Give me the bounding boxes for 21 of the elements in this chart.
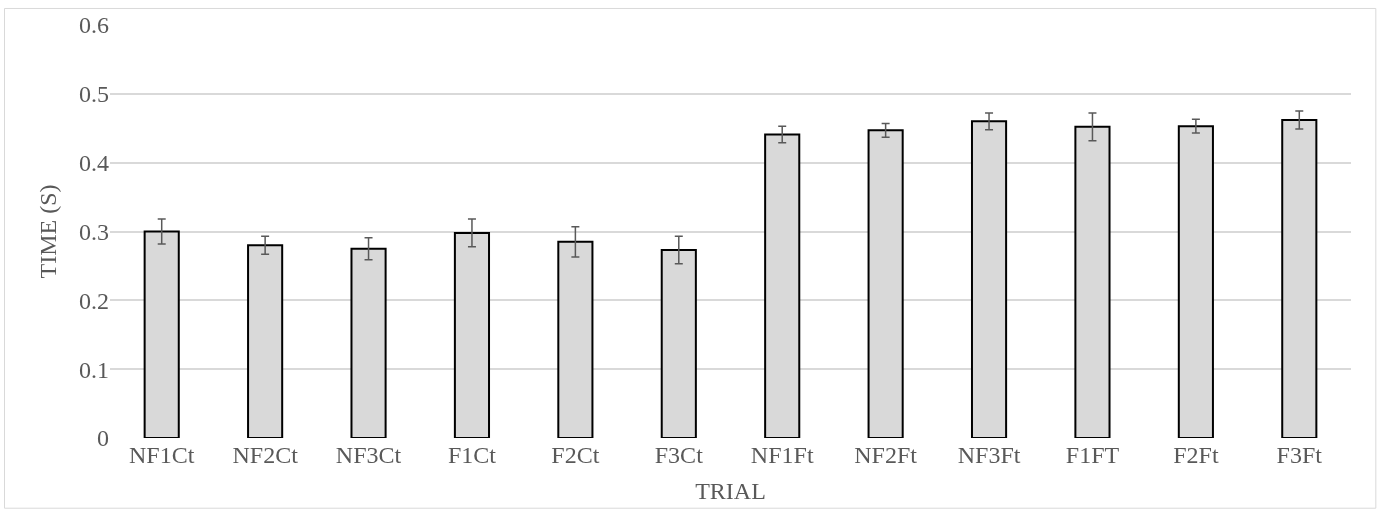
x-tick-label: NF2Ct [232,442,299,468]
x-tick-label: F1Ct [447,442,497,468]
x-tick-label: NF2Ft [854,442,918,468]
y-tick-label: 0.4 [79,150,109,177]
y-axis-title: TIME (S) [35,184,62,279]
x-tick-label: F2Ft [1173,442,1219,468]
x-tick-label: F1FT [1065,442,1120,468]
x-tick-label: NF3Ft [957,442,1021,468]
x-tick-label: F3Ct [654,442,704,468]
x-tick-label: F2Ct [551,442,600,468]
y-tick-label: 0.1 [79,356,109,383]
x-tick-label: NF3Ct [335,442,402,468]
y-tick-label: 0.5 [79,81,109,108]
x-axis-title: TRIAL [695,478,766,505]
y-tick-label: 0.6 [79,12,109,39]
y-tick-label: 0.2 [79,287,109,314]
y-tick-label: 0 [97,425,109,452]
x-tick-label: NF1Ct [129,442,195,468]
x-tick-label: F3Ft [1276,442,1323,468]
y-tick-label: 0.3 [79,218,109,245]
x-tick-label: NF1Ft [750,442,814,468]
